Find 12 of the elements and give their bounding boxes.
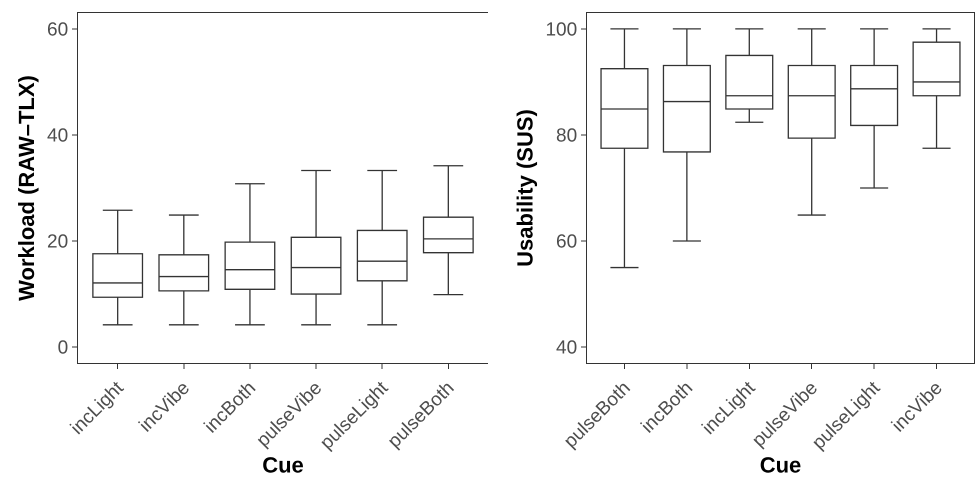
y-tick-label: 40 <box>556 338 578 359</box>
y-tick-label: 20 <box>47 232 68 253</box>
x-axis-title: Cue <box>760 452 802 478</box>
y-tick-label: 60 <box>556 232 578 253</box>
y-tick-label: 0 <box>58 338 68 359</box>
x-axis-title: Cue <box>262 452 304 478</box>
y-tick-label: 80 <box>556 126 578 147</box>
y-axis-title: Workload (RAW–TLX) <box>14 75 39 301</box>
y-axis-title: Usability (SUS) <box>512 109 538 267</box>
y-tick-label: 60 <box>47 20 68 41</box>
y-tick-label: 40 <box>47 126 68 147</box>
y-tick-label: 100 <box>545 20 578 41</box>
